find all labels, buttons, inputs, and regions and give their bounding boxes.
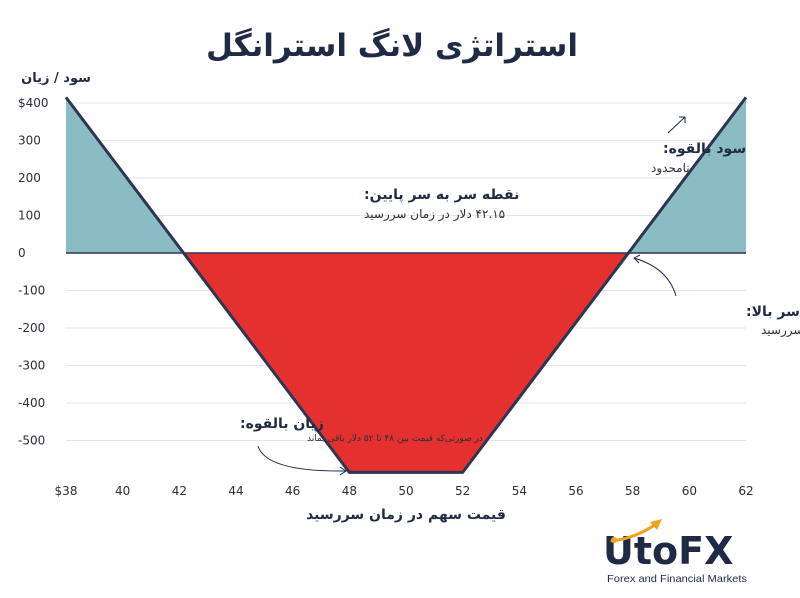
y-tick-label: -400 [18, 396, 45, 410]
max-profit-arrow [667, 116, 686, 134]
max-loss-text: در صورتی‌که قیمت بین ۴۸ تا ۵۲ دلار باقی … [307, 434, 483, 444]
y-tick-label: 100 [18, 209, 41, 223]
x-tick-label: 46 [285, 484, 300, 498]
x-tick-label: 44 [228, 484, 243, 498]
x-tick-label: 62 [738, 484, 753, 498]
max-loss-arrow [257, 445, 347, 476]
loss-area [183, 253, 629, 473]
y-tick-label: -300 [18, 359, 45, 373]
y-axis-label: سود / زیان [21, 71, 91, 86]
x-tick-label: 42 [172, 484, 187, 498]
x-tick-label: $38 [55, 484, 78, 498]
y-tick-label: 0 [18, 246, 26, 260]
upper-breakeven-arrow [633, 254, 677, 297]
x-tick-label: 40 [115, 484, 130, 498]
y-tick-label: -200 [18, 321, 45, 335]
x-tick-label: 58 [625, 484, 640, 498]
payoff-areas [66, 97, 746, 473]
x-tick-label: 54 [512, 484, 527, 498]
chart-title: استراتژی لانگ استرانگل [206, 27, 578, 64]
x-tick-label: 60 [682, 484, 697, 498]
y-tick-label: -500 [18, 434, 45, 448]
x-tick-label: 52 [455, 484, 470, 498]
x-tick-labels: $38 40 42 44 46 48 50 52 54 56 58 60 62 [55, 484, 754, 498]
max-loss-title: زیان بالقوه: [240, 416, 324, 432]
y-tick-label: 300 [18, 134, 41, 148]
lower-breakeven-text: ۴۲.۱۵ دلار در زمان سررسید [364, 207, 505, 222]
max-profit-title: سود بالقوه: [663, 141, 746, 157]
trend-arrow-icon [610, 519, 662, 543]
y-tick-labels: $400 300 200 100 0 -100 -200 -300 -400 -500 [18, 96, 49, 448]
y-tick-label: -100 [18, 284, 45, 298]
logo-tagline: Forex and Financial Markets [607, 573, 747, 585]
payoff-line [64, 96, 748, 474]
x-tick-label: 48 [342, 484, 357, 498]
y-tick-label: 200 [18, 171, 41, 185]
upper-breakeven-title: نقطه سر به سر بالا: [746, 304, 800, 320]
max-profit-text: نامحدود [651, 161, 690, 176]
x-tick-label: 56 [568, 484, 583, 498]
logo-wordmark: UtoFX [603, 529, 733, 573]
lower-breakeven-title: نقطه سر به سر پایین: [364, 187, 519, 203]
y-tick-label: $400 [18, 96, 49, 110]
x-tick-label: 50 [398, 484, 413, 498]
upper-breakeven-text: ۵۷.۸۵ دلار در زمان سررسید [761, 323, 800, 338]
x-axis-label: قیمت سهم در زمان سررسید [306, 507, 506, 523]
utofx-logo: UtoFX Forex and Financial Markets [603, 519, 747, 585]
